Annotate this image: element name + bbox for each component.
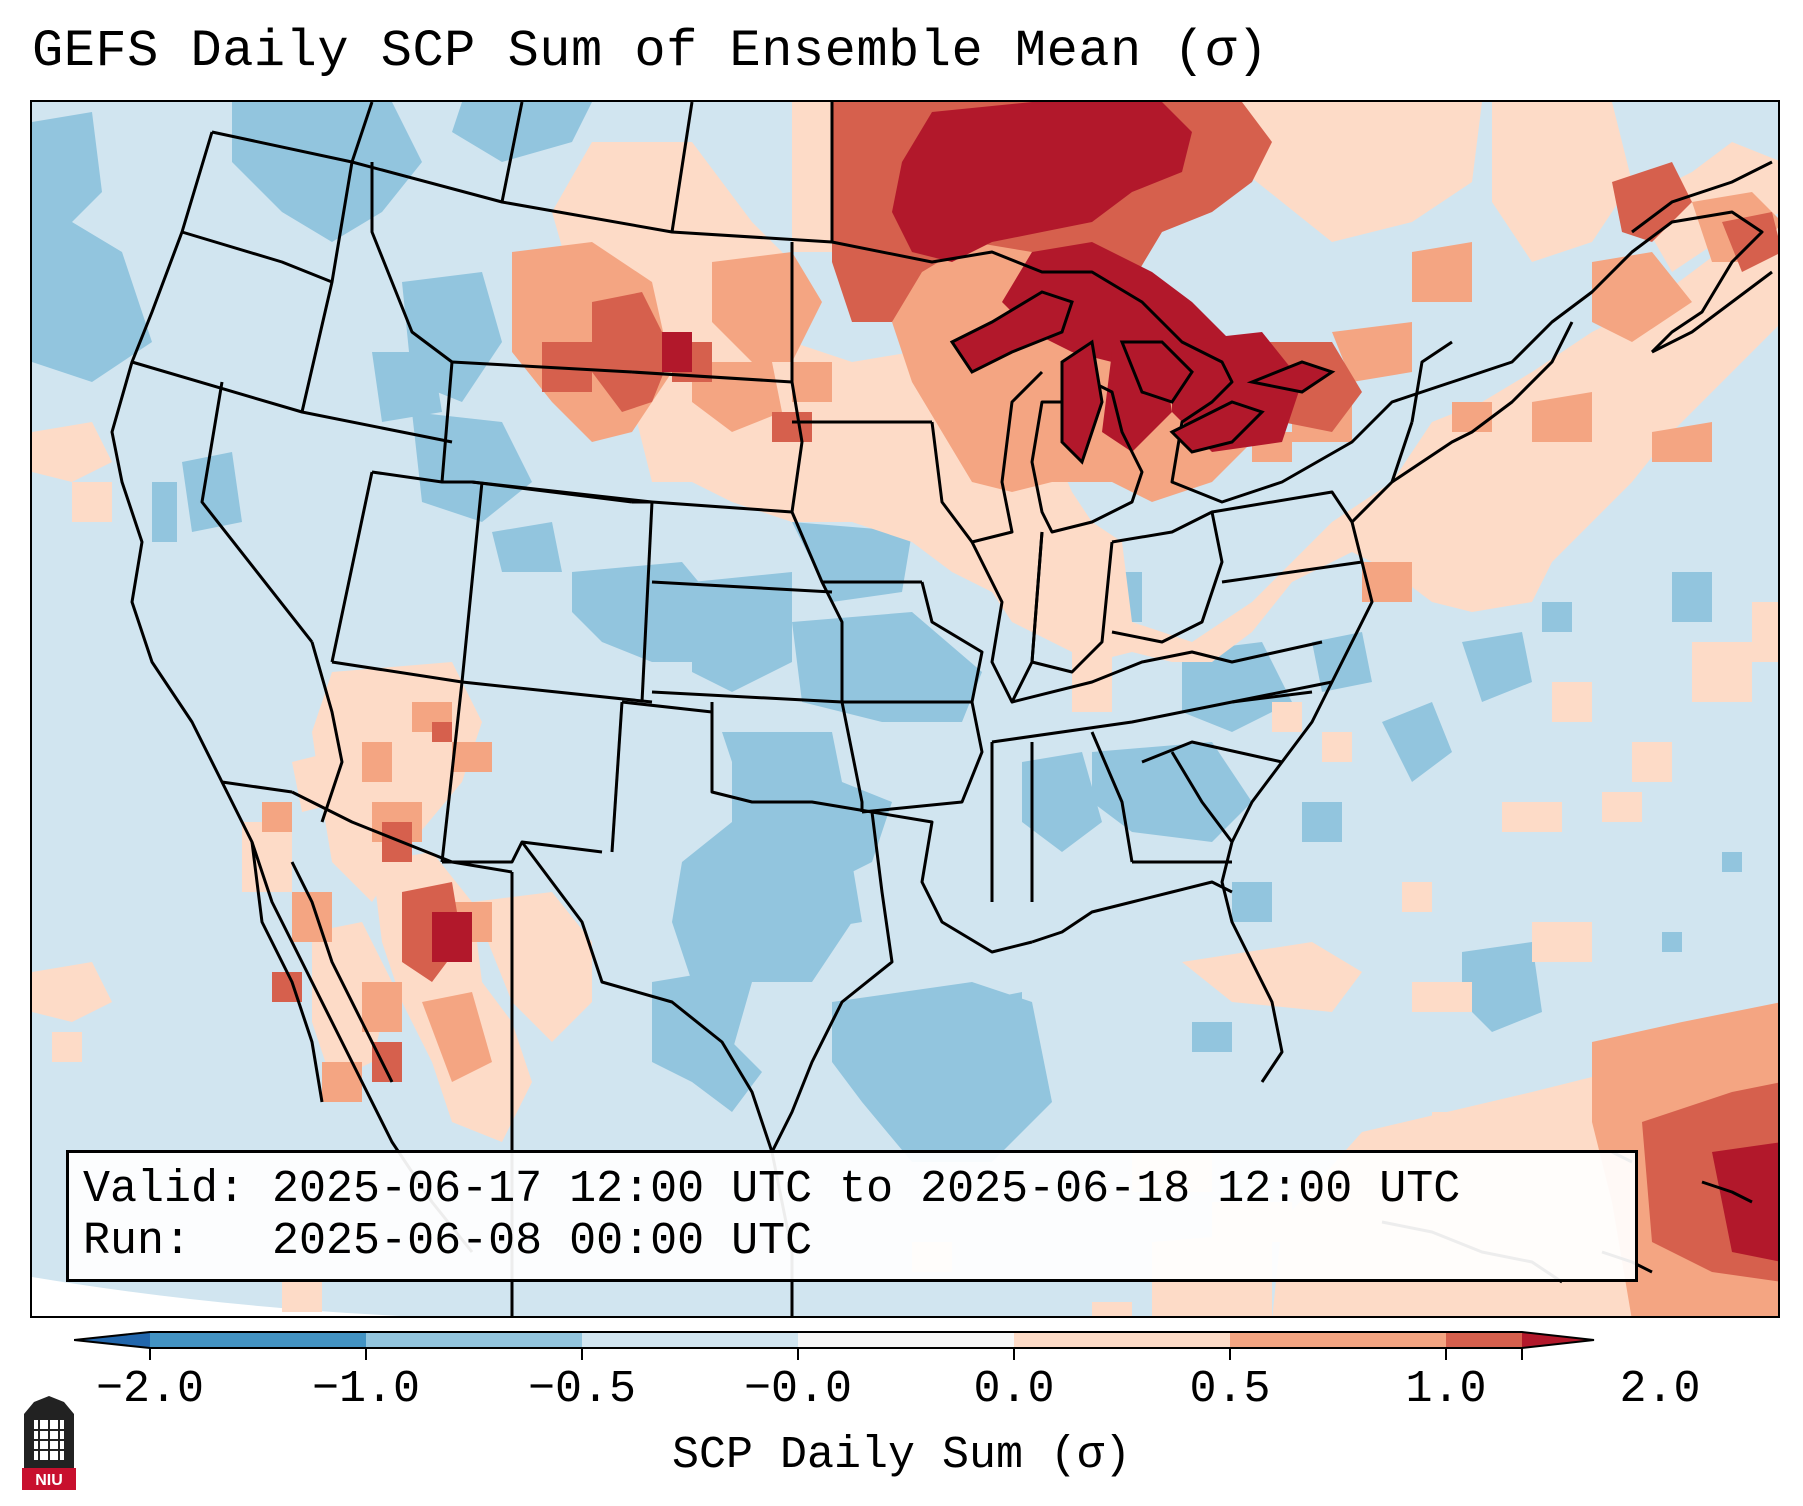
colorbar-bin-4	[798, 1332, 1014, 1348]
colorbar-extend-right-tip	[1522, 1332, 1594, 1348]
valid-value: 2025-06-17 12:00 UTC to 2025-06-18 12:00…	[272, 1164, 1461, 1215]
colorbar-bin-3	[582, 1332, 798, 1348]
colorbar-tick-label: 1.0	[1405, 1364, 1487, 1415]
colorbar-ticks	[149, 1348, 1523, 1360]
colorbar-tick-label: −0.5	[527, 1364, 637, 1415]
colorbar-bin-5	[1014, 1332, 1230, 1348]
colorbar-label: SCP Daily Sum (σ)	[671, 1430, 1132, 1481]
map-panel[interactable]	[30, 100, 1780, 1318]
info-box: Valid: 2025-06-17 12:00 UTC to 2025-06-1…	[66, 1150, 1638, 1282]
map-title: GEFS Daily SCP Sum of Ensemble Mean (σ)	[32, 22, 1269, 81]
colorbar-tick-label: 0.5	[1189, 1364, 1271, 1415]
run-value: 2025-06-08 00:00 UTC	[272, 1216, 813, 1267]
colorbar-tick-label: −2.0	[95, 1364, 205, 1415]
field-negative-patches	[32, 102, 1742, 1316]
colorbar-bin-1	[150, 1332, 366, 1348]
colorbar-tick-label: −1.0	[311, 1364, 421, 1415]
run-line: Run: 2025-06-08 00:00 UTC	[83, 1217, 812, 1267]
great-lakes	[949, 290, 1336, 465]
valid-label: Valid:	[83, 1164, 246, 1215]
valid-line: Valid: 2025-06-17 12:00 UTC to 2025-06-1…	[83, 1165, 1460, 1215]
niu-logo-text: NIU	[35, 1472, 63, 1489]
colorbar-extend-left	[74, 1332, 150, 1348]
colorbar-tick-label: 0.0	[973, 1364, 1055, 1415]
run-label: Run:	[83, 1216, 192, 1267]
colorbar	[74, 1331, 1595, 1360]
canada-coast	[1631, 160, 1773, 354]
colorbar-tick-label: −0.0	[743, 1364, 853, 1415]
colorbar-tick-label: 2.0	[1619, 1364, 1701, 1415]
projection-edge-white	[32, 1277, 401, 1316]
niu-logo-icon: NIU	[22, 1396, 76, 1490]
boundaries	[110, 102, 1764, 1316]
map-svg	[32, 102, 1778, 1316]
colorbar-bin-6	[1230, 1332, 1446, 1348]
colorbar-bin-2	[366, 1332, 582, 1348]
